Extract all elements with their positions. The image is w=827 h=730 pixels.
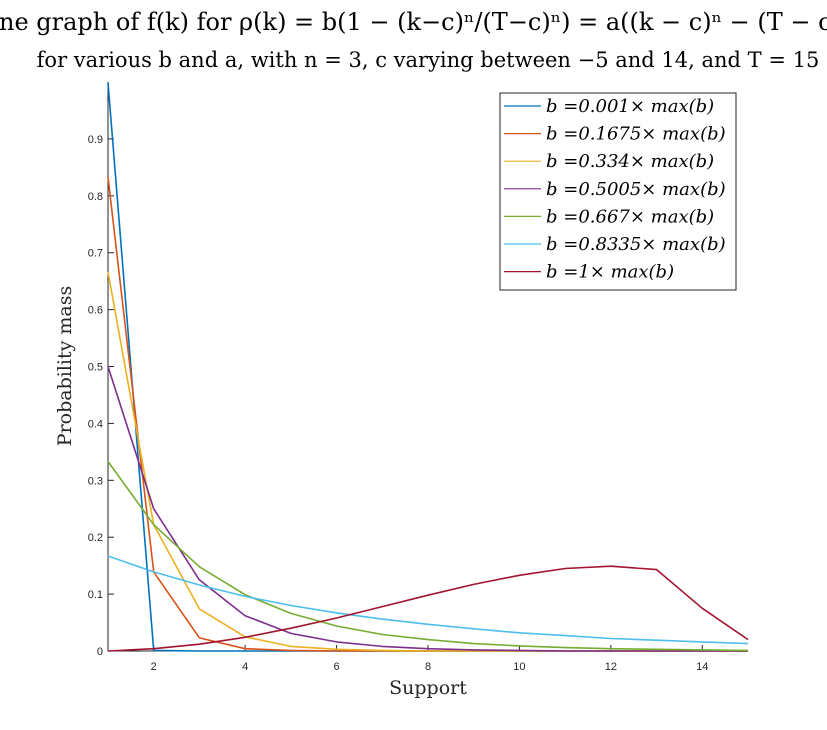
x-tick-label-6: 14 (696, 661, 708, 673)
legend-entry-1: b =0.1675× max(b) (546, 124, 726, 145)
y-tick-label-4: 0.4 (88, 418, 103, 430)
series-line-4 (107, 461, 749, 652)
y-tick-label-3: 0.3 (88, 475, 103, 487)
y-tick-label-9: 0.9 (88, 134, 103, 146)
legend-entry-6: b =1× max(b) (546, 262, 674, 283)
series-line-2 (107, 271, 748, 652)
series-line-5 (107, 555, 749, 645)
y-tick-label-8: 0.8 (88, 191, 103, 203)
y-tick-label-6: 0.6 (88, 305, 103, 317)
series-line-3 (107, 366, 748, 652)
plot-area: 2 4 6 8 10 12 14 0 0.1 0.2 0.3 0.4 0.5 0.6 0.7 0.8 0.9 (88, 82, 749, 673)
x-tick-label-1: 4 (242, 661, 248, 673)
x-tick-label-5: 12 (605, 661, 617, 673)
y-tick-label-7: 0.7 (88, 248, 103, 260)
legend-entry-4: b =0.667× max(b) (546, 206, 714, 227)
chart-title: Line graph of f(k) for ρ(k) = b(1 − (k−c… (0, 8, 827, 36)
legend-box (499, 92, 737, 291)
x-tick-label-2: 6 (334, 661, 340, 673)
y-tick-label-0: 0 (97, 646, 103, 658)
chart-subtitle: for various b and a, with n = 3, c varyi… (37, 48, 820, 72)
y-tick-label-1: 0.1 (88, 589, 103, 601)
series-line-6 (107, 565, 749, 652)
legend: b =0.001× max(b) b =0.1675× max(b) b =0.33… (499, 92, 737, 291)
y-tick-label-5: 0.5 (88, 362, 103, 374)
x-tick-label-0: 2 (151, 661, 157, 673)
legend-entry-0: b =0.001× max(b) (546, 96, 714, 117)
legend-entry-2: b =0.334× max(b) (546, 151, 714, 172)
y-tick-label-2: 0.2 (88, 532, 103, 544)
legend-entry-3: b =0.5005× max(b) (546, 179, 726, 200)
x-tick-label-3: 8 (425, 661, 431, 673)
x-tick-label-4: 10 (513, 661, 525, 673)
y-axis-label: Probability mass (54, 286, 76, 446)
x-axis-label: Support (389, 677, 467, 699)
legend-entry-5: b =0.8335× max(b) (546, 234, 726, 255)
